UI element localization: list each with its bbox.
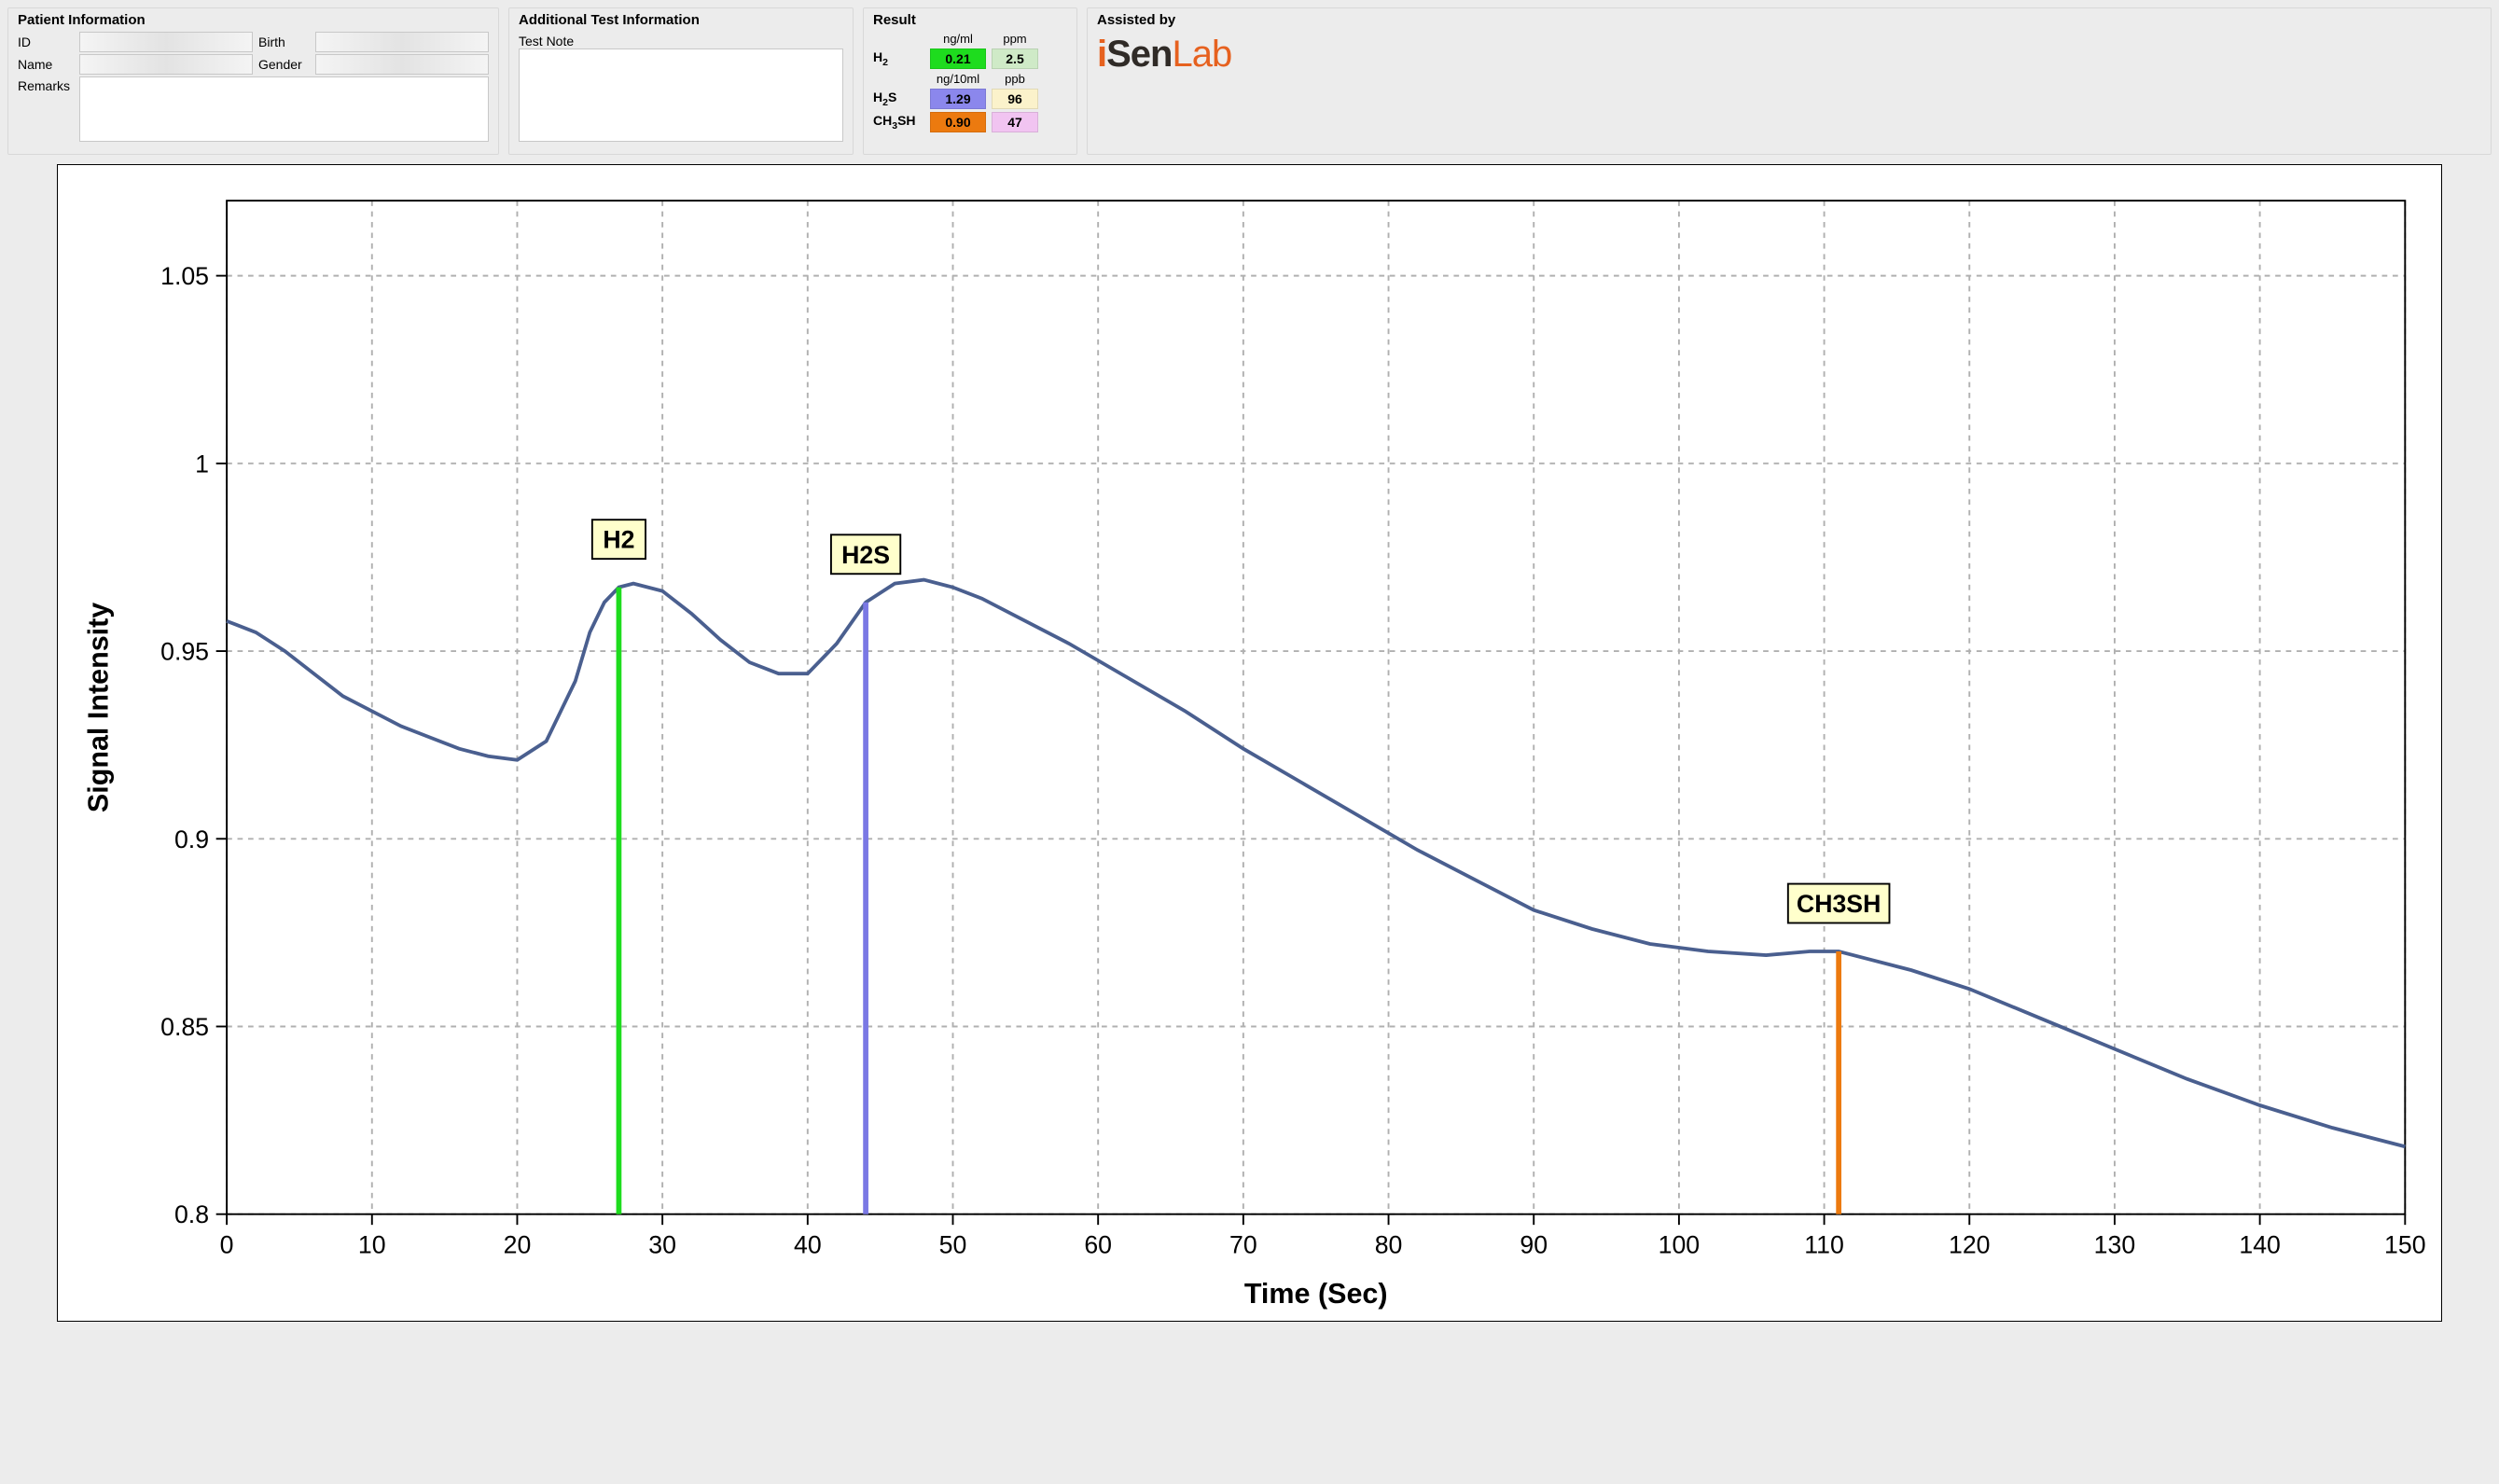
result-row2-v1: 0.90 [930, 112, 986, 132]
signal-chart-svg: 0 10 20 30 40 50 60 70 80 90 100 110 120 130 140 150 0.8… [58, 165, 2440, 1321]
gender-field[interactable] [315, 54, 489, 75]
assisted-by-title: Assisted by [1097, 12, 2481, 28]
result-col1-header-a: ng/ml [930, 32, 986, 46]
svg-text:1: 1 [195, 450, 209, 478]
result-row1-v2: 96 [992, 89, 1038, 109]
svg-text:50: 50 [939, 1231, 967, 1259]
result-col2-header-a: ppm [992, 32, 1038, 46]
remarks-label: Remarks [18, 76, 74, 93]
test-info-panel: Additional Test Information Test Note [508, 7, 854, 155]
id-label: ID [18, 35, 74, 49]
svg-text:110: 110 [1805, 1231, 1845, 1259]
svg-text:0.8: 0.8 [174, 1200, 209, 1228]
test-info-title: Additional Test Information [519, 12, 843, 28]
result-row0-name: H2 [873, 49, 924, 68]
svg-text:130: 130 [2094, 1231, 2136, 1259]
patient-info-panel: Patient Information ID Birth Name Gender… [7, 7, 499, 155]
svg-text:140: 140 [2240, 1231, 2282, 1259]
svg-text:150: 150 [2384, 1231, 2426, 1259]
result-grid: ng/ml ppm H2 0.21 2.5 ng/10ml ppb H2S 1.… [873, 32, 1067, 132]
svg-text:0.9: 0.9 [174, 825, 209, 853]
signal-chart: 0 10 20 30 40 50 60 70 80 90 100 110 120 130 140 150 0.8… [57, 164, 2441, 1322]
test-note-field[interactable] [519, 49, 843, 142]
svg-text:120: 120 [1949, 1231, 1991, 1259]
result-title: Result [873, 12, 1067, 28]
birth-field[interactable] [315, 32, 489, 52]
remarks-field[interactable] [79, 76, 489, 142]
isenlab-logo: iSenLab [1097, 34, 2481, 76]
gender-label: Gender [258, 57, 310, 72]
svg-text:0.95: 0.95 [160, 638, 209, 666]
svg-text:0.85: 0.85 [160, 1013, 209, 1041]
svg-text:1.05: 1.05 [160, 262, 209, 290]
svg-text:CH3SH: CH3SH [1797, 890, 1881, 918]
svg-text:30: 30 [649, 1231, 677, 1259]
svg-text:20: 20 [504, 1231, 532, 1259]
result-row2-name: CH3SH [873, 113, 924, 132]
svg-text:100: 100 [1659, 1231, 1701, 1259]
result-row1-name: H2S [873, 90, 924, 108]
svg-text:Time (Sec): Time (Sec) [1244, 1278, 1388, 1310]
test-note-label: Test Note [519, 32, 593, 49]
svg-text:90: 90 [1520, 1231, 1548, 1259]
svg-text:80: 80 [1375, 1231, 1403, 1259]
svg-text:10: 10 [358, 1231, 386, 1259]
svg-text:H2S: H2S [841, 541, 890, 569]
name-label: Name [18, 57, 74, 72]
result-row1-v1: 1.29 [930, 89, 986, 109]
name-field[interactable] [79, 54, 253, 75]
svg-text:H2: H2 [604, 526, 635, 554]
svg-text:Signal Intensity: Signal Intensity [83, 603, 115, 812]
result-row0-v1: 0.21 [930, 49, 986, 69]
id-field[interactable] [79, 32, 253, 52]
result-row2-v2: 47 [992, 112, 1038, 132]
svg-text:40: 40 [794, 1231, 822, 1259]
birth-label: Birth [258, 35, 310, 49]
result-row0-v2: 2.5 [992, 49, 1038, 69]
result-col1-header-b: ng/10ml [930, 72, 986, 86]
svg-text:60: 60 [1085, 1231, 1113, 1259]
result-panel: Result ng/ml ppm H2 0.21 2.5 ng/10ml ppb… [863, 7, 1077, 155]
svg-text:70: 70 [1229, 1231, 1257, 1259]
svg-text:0: 0 [220, 1231, 234, 1259]
patient-info-title: Patient Information [18, 12, 489, 28]
assisted-by-panel: Assisted by iSenLab [1087, 7, 2492, 155]
result-col2-header-b: ppb [992, 72, 1038, 86]
